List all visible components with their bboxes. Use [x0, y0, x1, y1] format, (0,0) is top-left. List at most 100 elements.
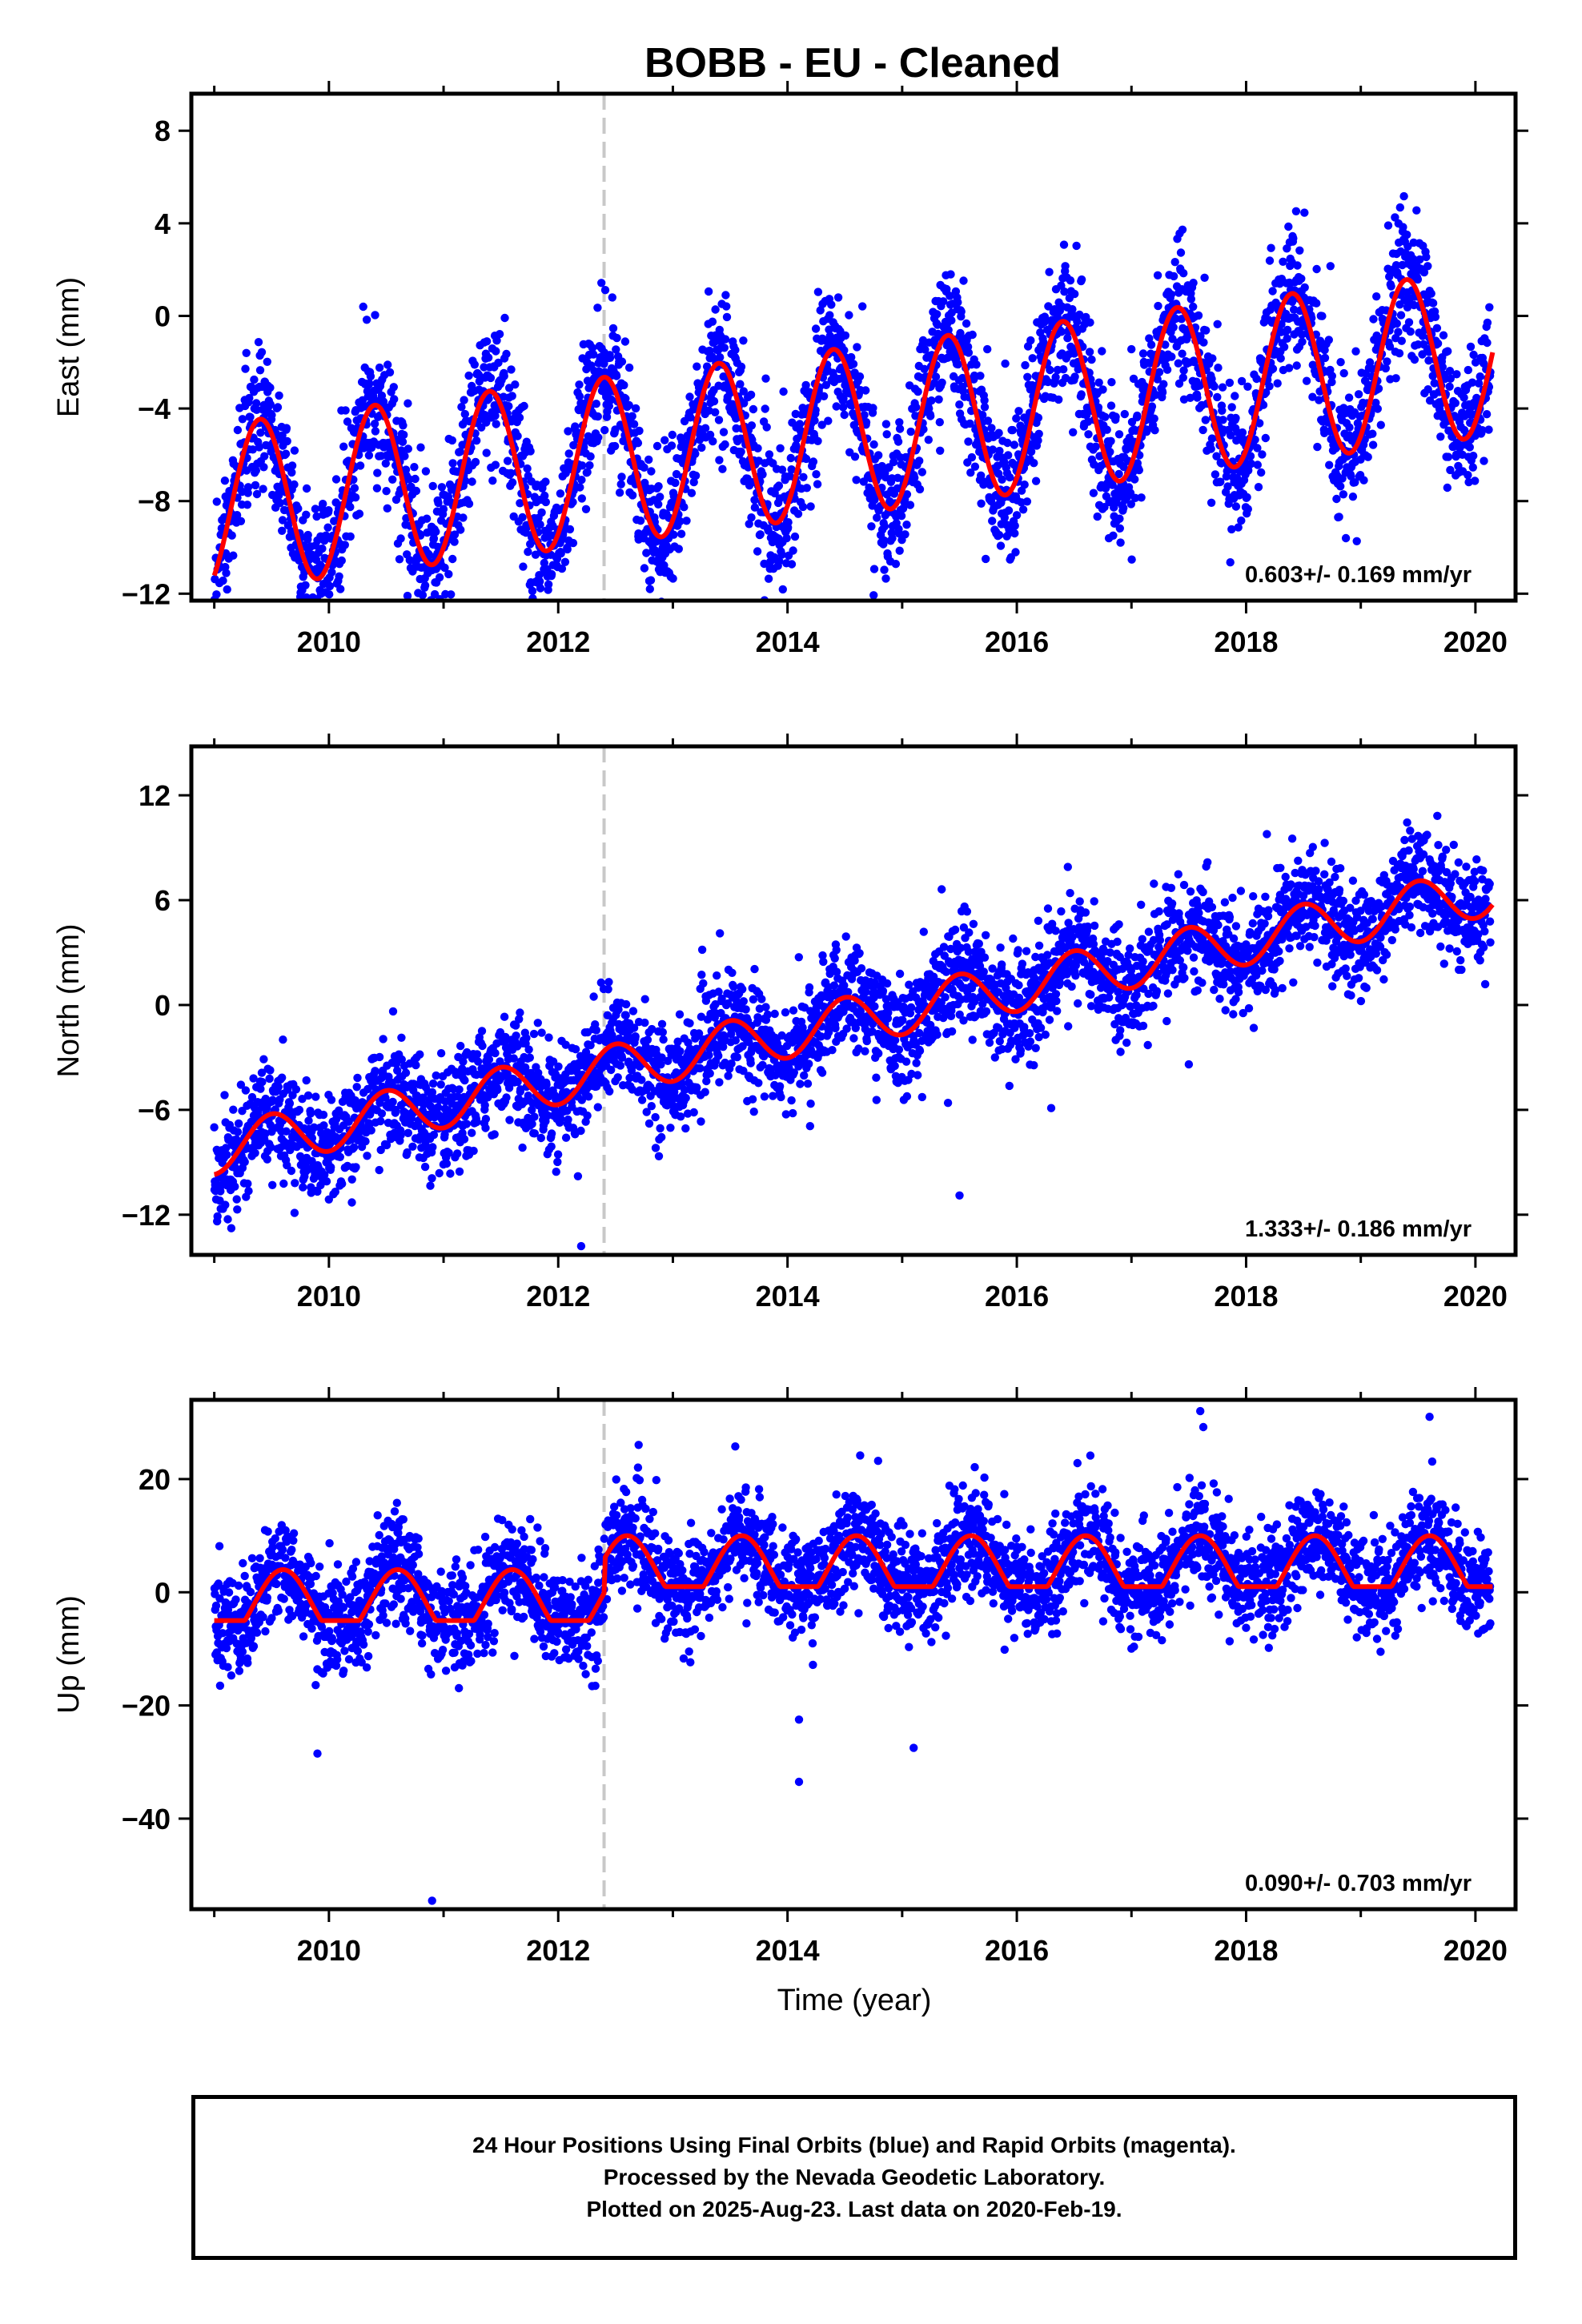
data-point	[229, 1105, 238, 1114]
data-point	[841, 331, 850, 340]
data-point	[813, 436, 822, 445]
data-point	[363, 1152, 371, 1160]
data-point	[481, 1115, 491, 1124]
data-point	[722, 312, 732, 322]
data-point	[480, 1100, 489, 1110]
data-point	[1348, 493, 1358, 501]
data-point	[474, 1057, 483, 1066]
data-point	[657, 1019, 667, 1029]
data-point	[825, 311, 834, 320]
data-points	[210, 191, 1495, 614]
y-tick-label: −8	[138, 485, 171, 518]
data-point	[816, 306, 825, 315]
data-point	[931, 372, 941, 381]
data-point	[790, 532, 800, 541]
data-point	[640, 463, 648, 472]
data-point	[1267, 243, 1275, 252]
data-point	[439, 505, 448, 513]
data-point	[275, 491, 283, 500]
data-point	[1057, 328, 1066, 336]
data-point	[640, 1018, 649, 1027]
data-point	[628, 491, 637, 500]
data-point	[995, 446, 1004, 456]
data-point	[1194, 311, 1203, 320]
data-point	[295, 556, 303, 565]
data-point	[976, 372, 985, 380]
data-point	[1423, 385, 1432, 394]
data-point	[472, 1050, 482, 1059]
data-point	[223, 1215, 232, 1224]
data-point	[1460, 393, 1468, 402]
data-point	[511, 380, 520, 389]
data-point	[1446, 374, 1456, 383]
y-tick-label: −12	[122, 577, 171, 610]
data-point	[617, 357, 627, 366]
data-point	[1339, 368, 1348, 378]
data-point	[621, 1011, 630, 1019]
data-point	[243, 1179, 252, 1188]
data-point	[840, 410, 849, 420]
data-point	[453, 1092, 462, 1101]
data-point	[1372, 292, 1381, 301]
data-point	[1170, 258, 1179, 267]
data-point	[715, 1078, 724, 1087]
data-point	[396, 534, 405, 543]
data-point	[610, 441, 620, 451]
data-point	[705, 1069, 714, 1078]
data-point	[747, 421, 757, 430]
data-point	[425, 606, 433, 614]
data-point	[801, 380, 810, 390]
data-point	[1432, 324, 1442, 332]
x-tick-label: 2018	[1214, 625, 1278, 658]
data-point	[964, 437, 973, 446]
data-point	[983, 416, 993, 425]
data-point	[1151, 390, 1160, 400]
data-point	[1213, 320, 1222, 328]
data-point	[1186, 295, 1196, 304]
data-point	[895, 546, 904, 555]
data-point	[505, 1116, 514, 1124]
data-point	[537, 508, 546, 517]
data-point	[994, 530, 1004, 540]
data-point	[547, 1129, 556, 1138]
data-point	[604, 401, 613, 411]
data-point	[957, 307, 966, 316]
data-point	[1253, 444, 1262, 452]
data-point	[882, 430, 891, 439]
data-point	[456, 447, 464, 456]
data-point	[219, 576, 227, 585]
data-point	[1106, 401, 1116, 410]
data-point	[747, 513, 756, 522]
data-point	[1022, 497, 1032, 506]
data-point	[1451, 399, 1460, 408]
data-point	[212, 590, 221, 599]
data-point	[581, 1047, 591, 1056]
data-point	[1129, 374, 1138, 384]
data-point	[980, 396, 989, 405]
data-point	[494, 358, 503, 368]
data-point	[1147, 402, 1157, 411]
data-point	[482, 448, 491, 457]
data-point	[464, 499, 474, 509]
data-point	[266, 400, 275, 409]
data-point	[1443, 347, 1452, 356]
data-point	[731, 345, 740, 355]
data-point	[1433, 339, 1443, 348]
data-point	[1439, 331, 1448, 340]
data-point	[902, 521, 911, 529]
data-point	[1391, 261, 1401, 270]
data-point	[526, 540, 535, 549]
data-point	[383, 504, 391, 513]
data-point	[1150, 414, 1158, 423]
data-point	[628, 1007, 638, 1015]
data-point	[983, 344, 992, 354]
data-point	[1150, 426, 1159, 435]
data-point	[895, 424, 905, 433]
data-point	[1485, 303, 1494, 312]
panel-frame	[189, 91, 1518, 603]
data-point	[652, 441, 662, 451]
data-point	[888, 534, 897, 543]
data-point	[1292, 361, 1301, 370]
data-point	[247, 1117, 255, 1127]
data-point	[946, 270, 955, 279]
